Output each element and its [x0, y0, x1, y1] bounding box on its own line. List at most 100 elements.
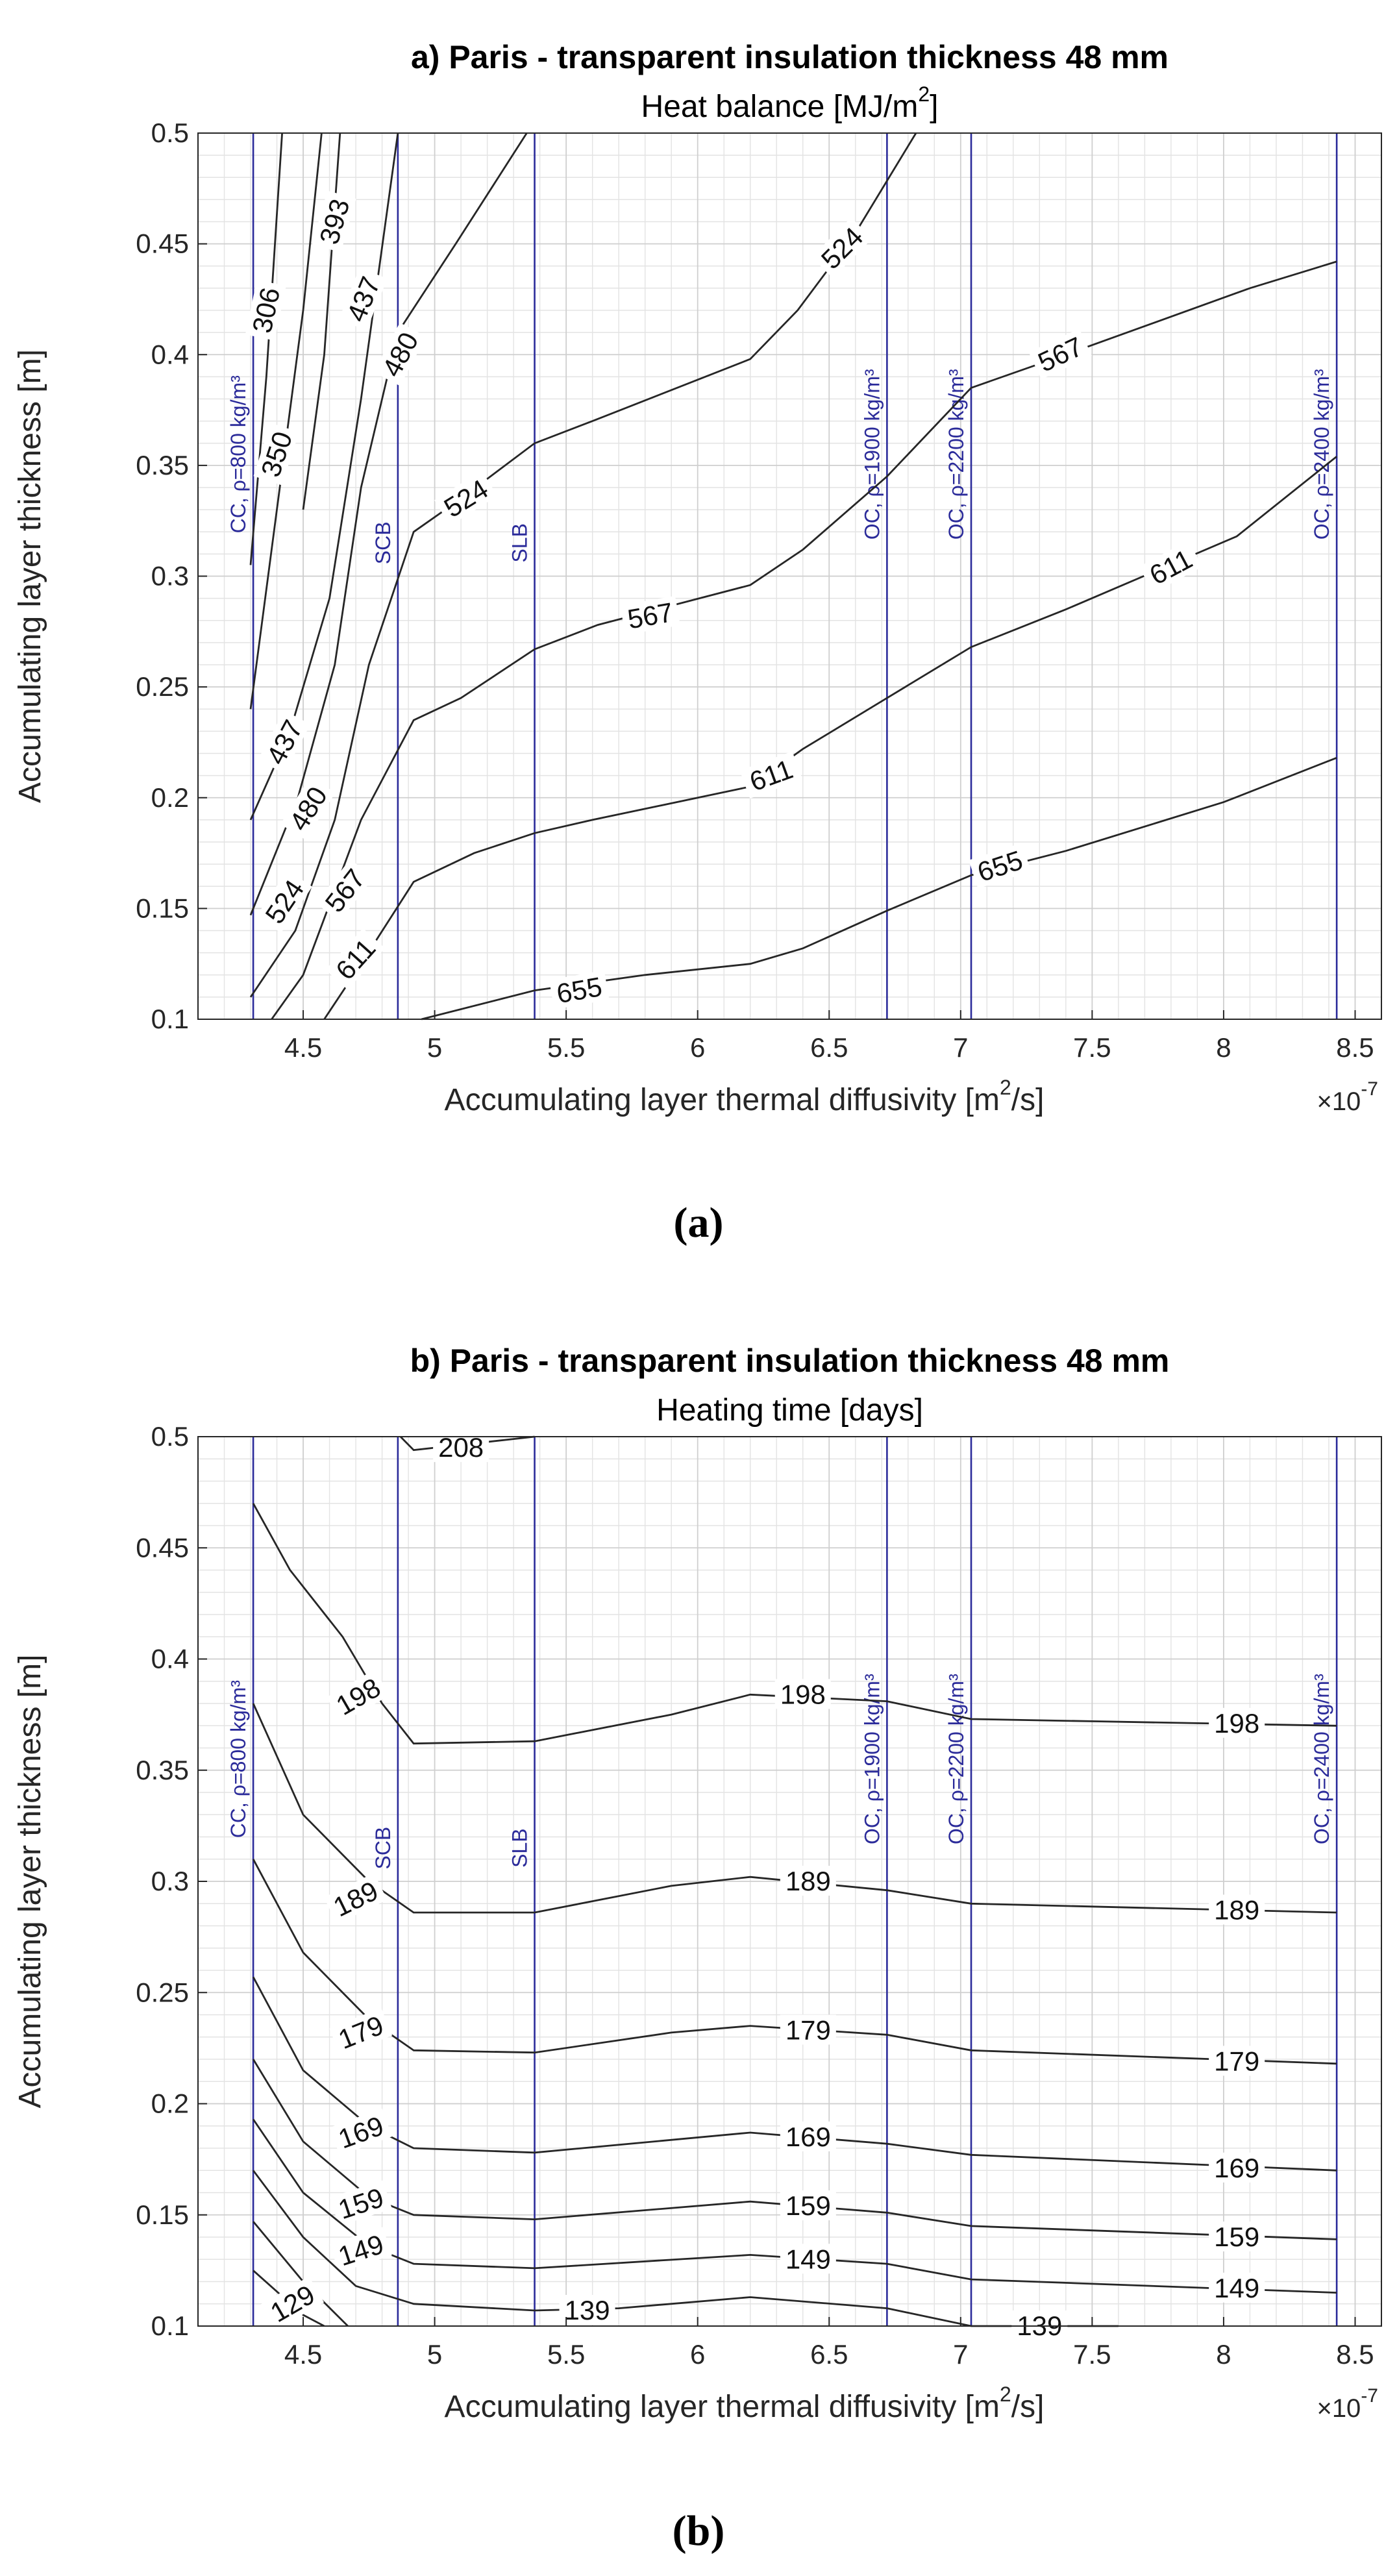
contour-line: [249, 132, 917, 998]
y-tick-label: 0.5: [151, 118, 189, 148]
contour-label-bg: [1209, 1894, 1265, 1925]
contour-label: 179: [780, 2014, 836, 2045]
chart-subtitle: Heating time [days]: [656, 1393, 923, 1428]
reference-label: SLB: [508, 523, 532, 562]
contour-label-bg: [1209, 2222, 1265, 2251]
contour-label-text: 149: [785, 2244, 831, 2274]
y-tick-label: 0.45: [136, 1532, 189, 1563]
y-tick-label: 0.2: [151, 782, 189, 813]
contour-label-bg: [329, 2227, 392, 2273]
reference-label: OC, ρ=2200 kg/m³: [945, 1674, 968, 1844]
x-tick-label: 5: [427, 2339, 442, 2370]
contour-label: 198: [1209, 1707, 1265, 1739]
x-axis-label-part: 2: [1000, 2383, 1011, 2406]
contour-line: [252, 2118, 1337, 2294]
x-tick-label: 7.5: [1073, 1032, 1111, 1063]
x-axis-multiplier: ×10-7: [1317, 1078, 1378, 1116]
contour-label-bg: [260, 2276, 325, 2331]
contour-label-bg: [1139, 540, 1203, 593]
x-tick-label: 6: [690, 1032, 705, 1063]
contour-label-bg: [315, 859, 374, 922]
contour-label-bg: [256, 870, 312, 934]
chart-subtitle-part: 2: [918, 82, 930, 106]
contour-label-bg: [780, 2244, 836, 2274]
contour-label-bg: [338, 267, 388, 331]
contour-label-bg: [620, 595, 680, 636]
x-tick-label: 4.5: [284, 2339, 322, 2370]
contour-label: 198: [774, 1679, 831, 1709]
y-axis-label: Accumulating layer thickness [m]: [13, 1655, 47, 2109]
contour-label-text: 179: [1214, 2046, 1259, 2076]
y-tick-label: 0.25: [136, 671, 189, 702]
panel-caption: (b): [673, 2507, 725, 2555]
contour-line: [252, 1976, 1337, 2172]
x-axis-multiplier-part: ×10: [1317, 1087, 1361, 1116]
contour-line: [249, 132, 323, 710]
contour-label-bg: [373, 323, 427, 386]
contour-label-bg: [780, 1866, 836, 1896]
x-tick-label: 8.5: [1336, 2339, 1374, 2370]
contour-label: 169: [780, 2121, 836, 2152]
contour-line: [252, 1503, 1337, 1745]
contour-label-bg: [329, 2180, 392, 2226]
contour-label-bg: [258, 710, 311, 774]
contour-label: 139: [559, 2295, 615, 2325]
reference-label: OC, ρ=1900 kg/m³: [860, 369, 884, 539]
contour-label-bg: [739, 751, 803, 799]
contour-label-bg: [329, 2007, 393, 2057]
x-tick-label: 8: [1216, 1032, 1231, 1063]
contour-label-bg: [434, 470, 498, 526]
contour-label-bg: [559, 2295, 615, 2325]
contour-label-bg: [549, 970, 610, 1009]
contour-label-text: 169: [1214, 2153, 1259, 2183]
chart-subtitle: Heat balance [MJ/m2]: [641, 82, 939, 124]
y-tick-label: 0.1: [151, 1004, 189, 1034]
contour-line: [249, 132, 283, 565]
contour-label-text: 189: [785, 1866, 831, 1896]
y-tick-label: 0.35: [136, 1755, 189, 1785]
x-tick-label: 8: [1216, 2339, 1231, 2370]
reference-label: CC, ρ=800 kg/m³: [227, 1680, 250, 1839]
x-tick-label: 6: [690, 2339, 705, 2370]
x-axis-label: Accumulating layer thermal diffusivity […: [445, 1076, 1045, 1117]
x-tick-label: 7: [953, 1032, 968, 1063]
contour-line: [252, 2059, 1337, 2240]
contour-label-bg: [245, 279, 286, 341]
contour-label: 149: [780, 2244, 836, 2274]
contour-label: 159: [1209, 2222, 1265, 2252]
y-tick-label: 0.1: [151, 2310, 189, 2341]
y-tick-label: 0.2: [151, 2088, 189, 2119]
x-axis-label-part: Accumulating layer thermal diffusivity […: [445, 2390, 1000, 2424]
contour-line: [252, 1703, 1337, 1914]
contour-line: [399, 1435, 535, 1452]
chart-subtitle-part: Heat balance [MJ/m: [641, 90, 919, 124]
y-tick-label: 0.5: [151, 1421, 189, 1452]
reference-label: OC, ρ=1900 kg/m³: [860, 1674, 884, 1844]
contour-label-text: 139: [565, 2295, 610, 2325]
y-tick-label: 0.25: [136, 1977, 189, 2007]
x-axis-multiplier: ×10-7: [1317, 2385, 1378, 2423]
x-axis-multiplier-part: -7: [1361, 2385, 1378, 2407]
x-tick-label: 6.5: [810, 2339, 848, 2370]
reference-label: OC, ρ=2400 kg/m³: [1310, 369, 1333, 539]
contour-label: 169: [1209, 2152, 1265, 2183]
panel-a: CC, ρ=800 kg/m³ SCB SLB OC, ρ=1900 kg/m³ OC,…: [13, 39, 1382, 1246]
y-tick-label: 0.15: [136, 893, 189, 923]
reference-label: OC, ρ=2200 kg/m³: [945, 369, 968, 539]
x-axis-multiplier-part: ×10: [1317, 2394, 1361, 2423]
contour-label-bg: [312, 190, 356, 253]
y-axis-label: Accumulating layer thickness [m]: [13, 349, 47, 803]
contour-label-bg: [811, 217, 872, 279]
contour-label-bg: [1209, 2152, 1265, 2183]
x-axis-label-part: 2: [1000, 1076, 1011, 1099]
x-tick-label: 5.5: [547, 1032, 585, 1063]
contour-label-text: 159: [1214, 2222, 1259, 2252]
x-tick-label: 4.5: [284, 1032, 322, 1063]
y-tick-label: 0.45: [136, 229, 189, 259]
reference-label: SCB: [371, 521, 395, 564]
contour-label-bg: [780, 2014, 836, 2045]
x-axis-label: Accumulating layer thermal diffusivity […: [445, 2383, 1045, 2424]
contour-label: 189: [1209, 1894, 1265, 1926]
